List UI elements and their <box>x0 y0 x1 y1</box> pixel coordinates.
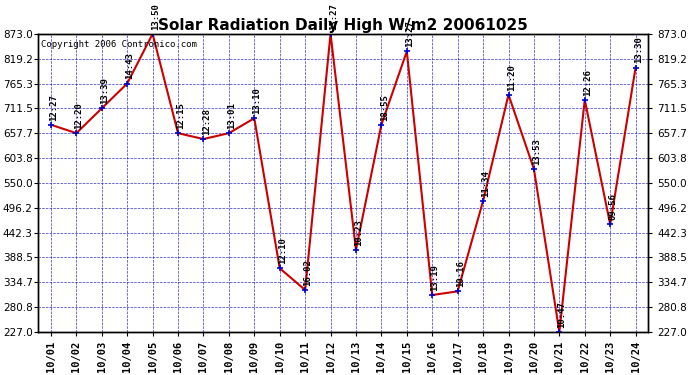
Text: 13:01: 13:01 <box>227 102 236 129</box>
Text: 13:39: 13:39 <box>100 77 109 104</box>
Text: 16:02: 16:02 <box>304 259 313 286</box>
Text: 13:19: 13:19 <box>431 264 440 291</box>
Text: 12:15: 12:15 <box>177 102 186 129</box>
Text: 13:10: 13:10 <box>253 87 262 114</box>
Text: 09:56: 09:56 <box>609 194 618 220</box>
Text: 10:16: 10:16 <box>456 260 465 287</box>
Text: 12:26: 12:26 <box>583 69 592 96</box>
Text: 11:20: 11:20 <box>506 64 516 91</box>
Text: 13:27: 13:27 <box>405 20 414 47</box>
Text: 12:10: 12:10 <box>278 237 287 264</box>
Text: 14:43: 14:43 <box>126 53 135 80</box>
Text: 13:50: 13:50 <box>151 3 160 30</box>
Text: 12:28: 12:28 <box>201 108 210 135</box>
Title: Solar Radiation Daily High W/m2 20061025: Solar Radiation Daily High W/m2 20061025 <box>158 18 529 33</box>
Text: 13:53: 13:53 <box>532 138 541 165</box>
Text: 11:34: 11:34 <box>482 170 491 197</box>
Text: 10:23: 10:23 <box>354 219 363 246</box>
Text: 18:55: 18:55 <box>380 94 388 121</box>
Text: 13:30: 13:30 <box>634 36 643 63</box>
Text: Copyright 2006 Contronico.com: Copyright 2006 Contronico.com <box>41 40 197 49</box>
Text: 12:20: 12:20 <box>75 102 83 129</box>
Text: 13:27: 13:27 <box>329 3 338 30</box>
Text: 10:47: 10:47 <box>558 301 566 328</box>
Text: 12:27: 12:27 <box>49 94 58 121</box>
